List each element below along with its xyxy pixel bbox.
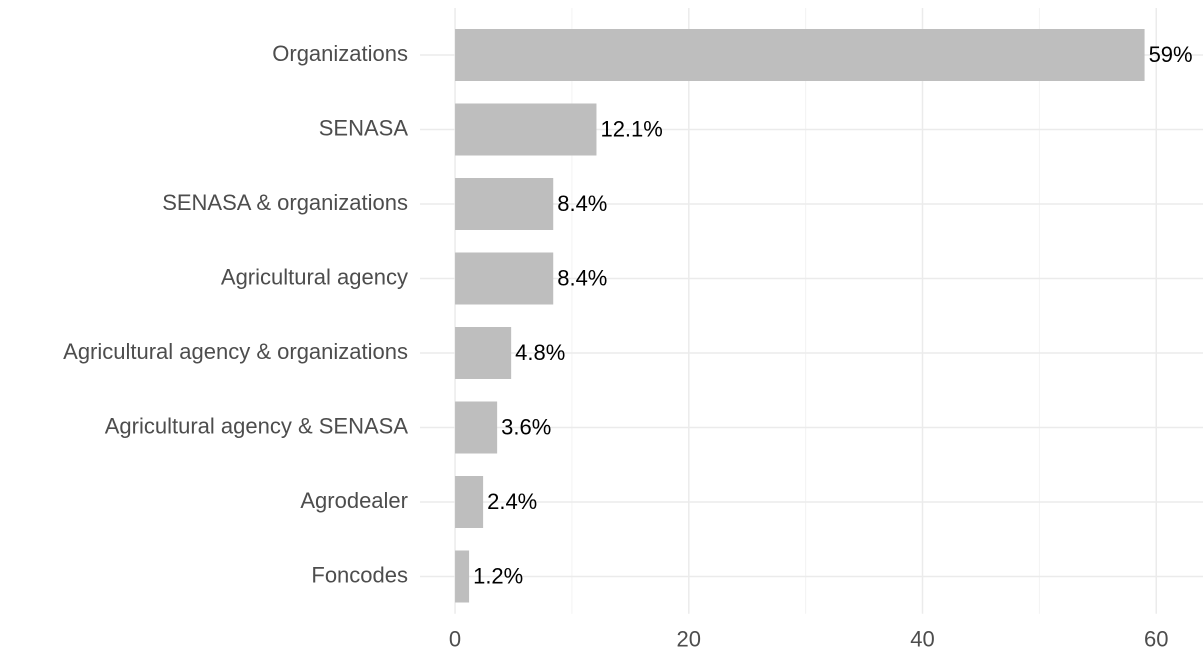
x-tick-label: 0 [449, 627, 461, 652]
value-label: 1.2% [473, 563, 523, 588]
value-label: 8.4% [557, 265, 607, 290]
x-tick-label: 40 [910, 627, 934, 652]
x-tick-label: 60 [1144, 627, 1168, 652]
y-tick-label: Foncodes [311, 562, 408, 587]
y-tick-label: Agrodealer [300, 488, 408, 513]
bar [455, 29, 1145, 81]
y-tick-label: SENASA & organizations [162, 190, 408, 215]
value-label: 4.8% [515, 340, 565, 365]
y-tick-label: Organizations [272, 41, 408, 66]
bar [455, 103, 597, 156]
bar [455, 401, 498, 454]
y-tick-label: SENASA [319, 115, 409, 140]
bar [455, 252, 554, 305]
y-tick-label: Agricultural agency & SENASA [105, 413, 409, 438]
y-tick-label: Agricultural agency [221, 264, 408, 289]
value-label: 3.6% [501, 414, 551, 439]
bar [455, 327, 512, 379]
value-label: 12.1% [600, 116, 662, 141]
value-label: 8.4% [557, 191, 607, 216]
value-label: 59% [1149, 42, 1193, 67]
bar [455, 550, 470, 603]
x-tick-label: 20 [677, 627, 701, 652]
bar [455, 476, 484, 528]
y-tick-label: Agricultural agency & organizations [63, 339, 408, 364]
value-label: 2.4% [487, 489, 537, 514]
bar [455, 178, 554, 230]
